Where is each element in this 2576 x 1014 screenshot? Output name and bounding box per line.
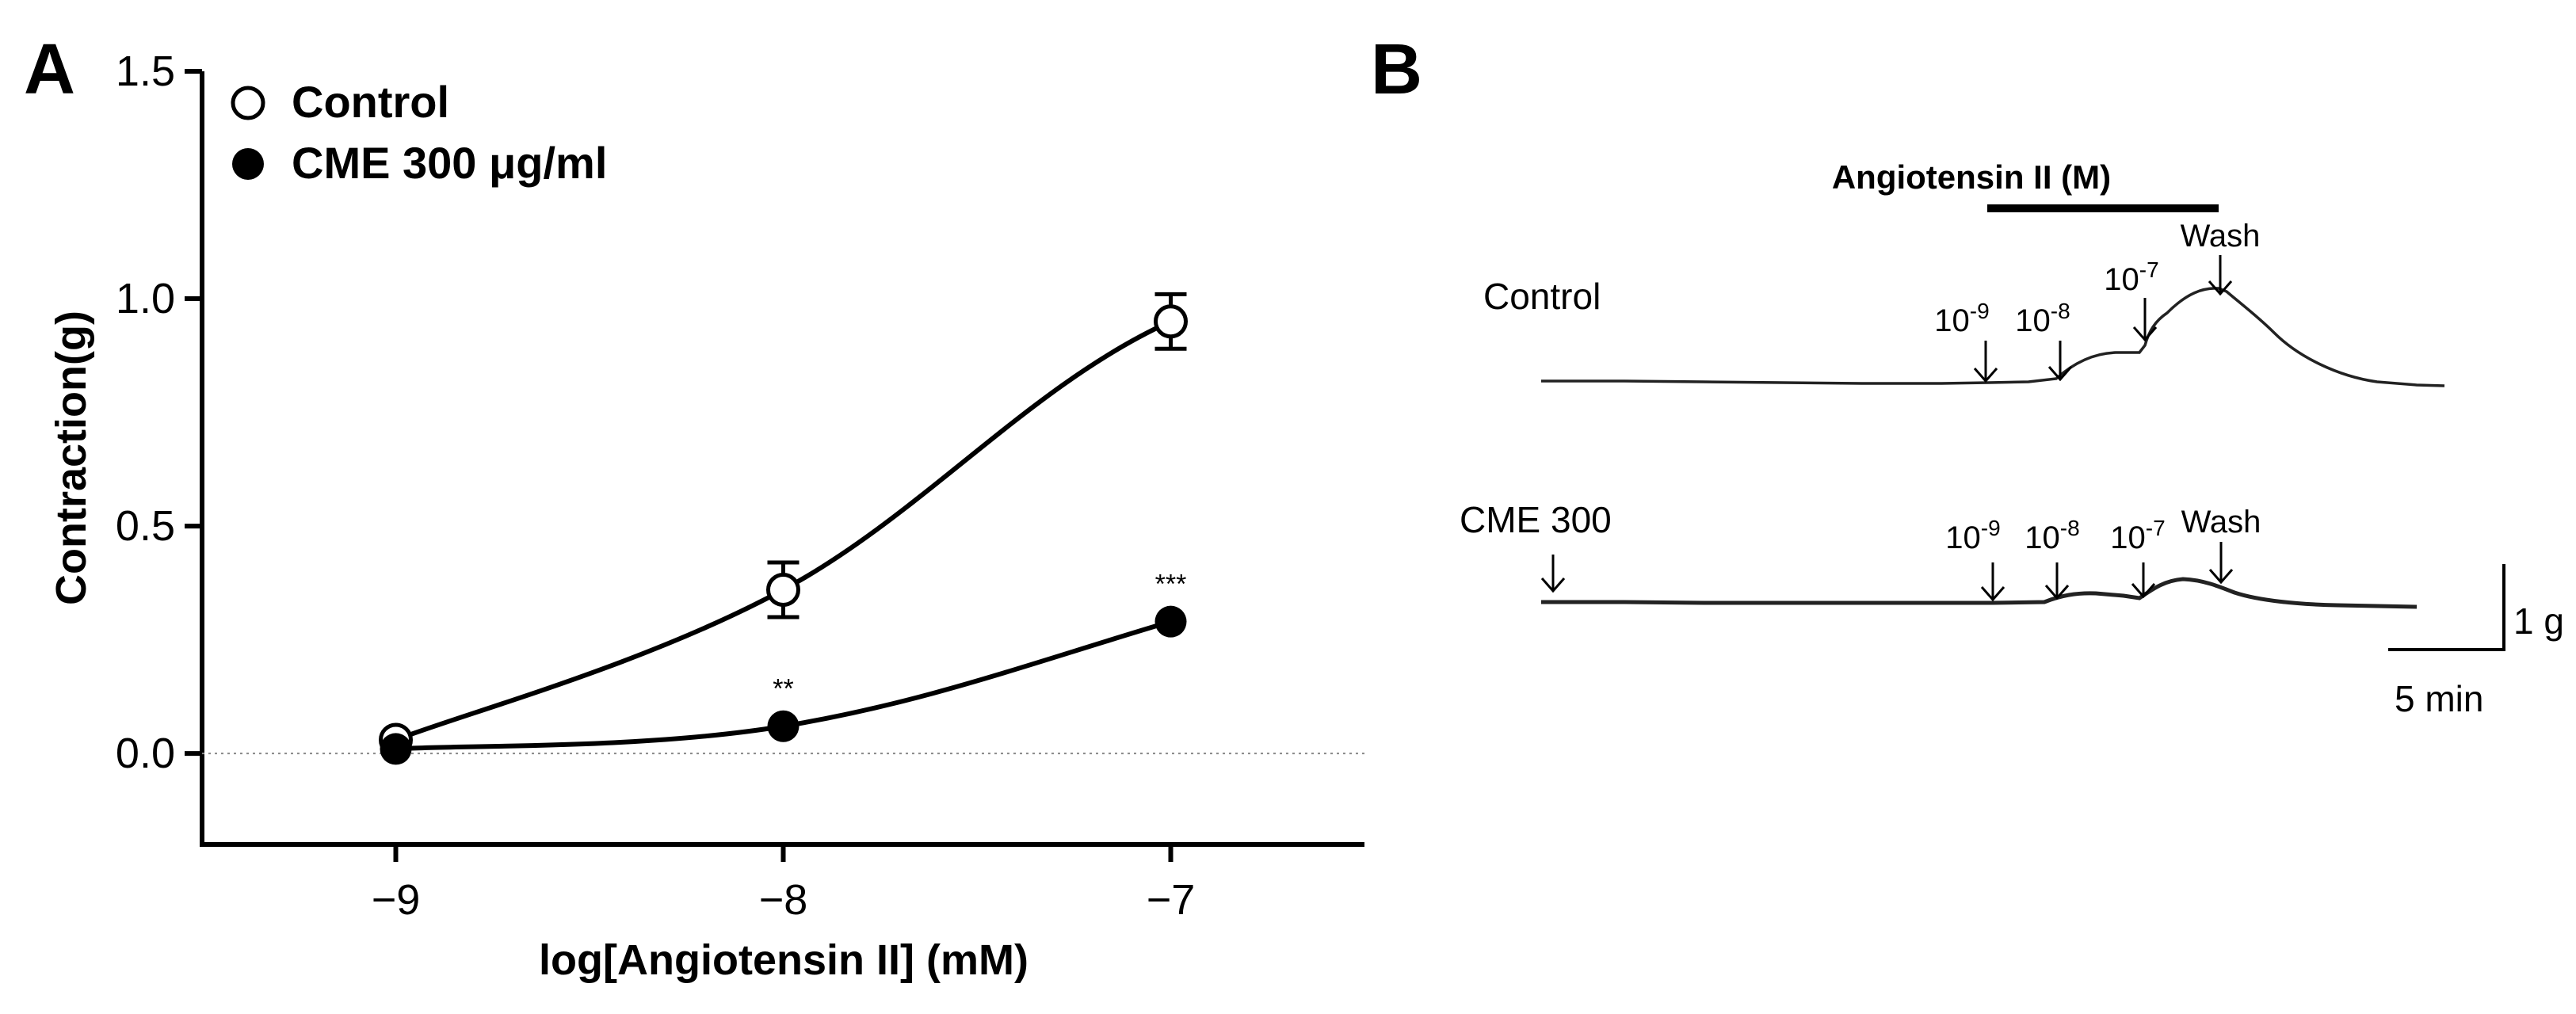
control-marker-2-exp: -8 bbox=[2051, 299, 2070, 323]
cme-data-point bbox=[380, 733, 412, 765]
control-data-point bbox=[766, 572, 800, 607]
significance-label: ** bbox=[773, 674, 793, 704]
panel-b-letter: B bbox=[1371, 30, 1422, 109]
panel-b-traces: Angiotensin II (M) Control 10-9 10-8 10-… bbox=[1460, 158, 2564, 719]
control-marker-3: 10-7 bbox=[2104, 257, 2159, 342]
control-trace bbox=[1541, 287, 2445, 387]
y-ticks: 0.0 0.5 1.0 1.5 bbox=[116, 48, 202, 777]
cme-trace-label: CME 300 bbox=[1460, 499, 1612, 540]
cme-trace bbox=[1541, 577, 2418, 609]
legend-control-marker bbox=[231, 86, 265, 120]
scale-bar-horizontal-label: 5 min bbox=[2395, 678, 2483, 719]
cme-wash-label: Wash bbox=[2181, 505, 2261, 539]
cme-marker-1: 10-9 bbox=[1945, 516, 2005, 602]
cme-marker-2-exp: -8 bbox=[2060, 516, 2080, 540]
significance-label: *** bbox=[1155, 570, 1187, 600]
cme-marker-2: 10-8 bbox=[2025, 516, 2080, 600]
x-ticks: −9 −8 −7 bbox=[372, 844, 1196, 924]
cme-marker-3-exp: -7 bbox=[2146, 516, 2166, 540]
data-points: ***** bbox=[379, 292, 1188, 765]
legend-control-label: Control bbox=[292, 77, 449, 127]
svg-text:10-7: 10-7 bbox=[2104, 257, 2158, 297]
cme-start-marker bbox=[1540, 555, 1566, 593]
control-trace-label: Control bbox=[1483, 276, 1601, 317]
control-marker-3-base: 10 bbox=[2104, 262, 2139, 297]
cme-marker-1-exp: -9 bbox=[1981, 516, 2001, 540]
control-marker-3-exp: -7 bbox=[2139, 257, 2159, 282]
control-marker-1-exp: -9 bbox=[1970, 299, 1990, 323]
cme-data-point bbox=[1154, 605, 1187, 638]
control-wash-marker: Wash bbox=[2181, 219, 2261, 296]
panel-a-letter: A bbox=[24, 30, 75, 109]
x-tick-label: −9 bbox=[372, 876, 421, 924]
svg-text:10-8: 10-8 bbox=[2015, 299, 2070, 338]
control-wash-label: Wash bbox=[2181, 219, 2261, 254]
scale-bar-vertical-label: 1 g bbox=[2513, 600, 2564, 642]
cme-marker-3: 10-7 bbox=[2110, 516, 2166, 599]
angiotensin-bar-label: Angiotensin II (M) bbox=[1832, 158, 2111, 196]
control-marker-2-base: 10 bbox=[2015, 303, 2051, 338]
control-marker-1: 10-9 bbox=[1934, 299, 1998, 383]
control-data-point bbox=[1154, 304, 1188, 339]
cme-data-point bbox=[767, 710, 800, 742]
y-tick-label: 0.5 bbox=[116, 502, 175, 550]
y-axis-label: Contraction(g) bbox=[48, 311, 95, 605]
x-axis-label: log[Angiotensin II] (mM) bbox=[539, 936, 1028, 984]
cme-marker-1-base: 10 bbox=[1945, 520, 1981, 555]
scale-bar: 1 g 5 min bbox=[2388, 564, 2564, 719]
x-tick-label: −8 bbox=[759, 876, 808, 924]
svg-text:10-9: 10-9 bbox=[1945, 516, 2000, 555]
svg-text:10-8: 10-8 bbox=[2025, 516, 2079, 555]
x-tick-label: −7 bbox=[1147, 876, 1196, 924]
y-tick-label: 1.5 bbox=[116, 48, 175, 95]
y-tick-label: 0.0 bbox=[116, 730, 175, 777]
cme-marker-3-base: 10 bbox=[2110, 520, 2146, 555]
y-tick-label: 1.0 bbox=[116, 275, 175, 322]
svg-text:10-7: 10-7 bbox=[2110, 516, 2165, 555]
control-marker-1-base: 10 bbox=[1934, 303, 1970, 338]
cme-marker-2-base: 10 bbox=[2025, 520, 2060, 555]
svg-text:10-9: 10-9 bbox=[1934, 299, 1989, 338]
control-marker-2: 10-8 bbox=[2015, 299, 2073, 382]
panel-a-chart: 0.00.51.01.5 −9 −8 −7 ***** Contraction(g)… bbox=[48, 48, 1364, 984]
legend-cme-marker bbox=[232, 148, 264, 180]
legend: Control CME 300 μg/ml bbox=[231, 77, 607, 188]
legend-cme-label: CME 300 μg/ml bbox=[292, 138, 607, 188]
cme-wash-marker: Wash bbox=[2181, 505, 2261, 585]
